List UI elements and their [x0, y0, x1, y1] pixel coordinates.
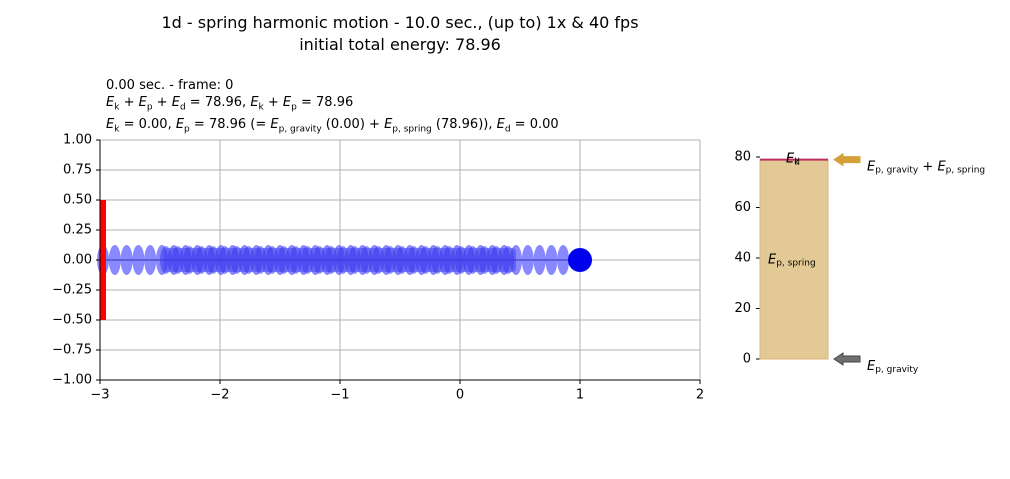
spring-rest-coil [171, 246, 184, 274]
time-frame-label: 0.00 sec. - frame: 0 [106, 78, 234, 93]
spring-rest-coil [313, 246, 326, 274]
spring-rest-coil [254, 246, 267, 274]
spring-rest-coil [219, 246, 231, 274]
spring-rest-coil [478, 246, 491, 274]
spring-rest-coil [266, 246, 279, 274]
y-tick-label: 0.75 [63, 163, 92, 178]
ep-value: 78.96 [208, 117, 247, 132]
spring-rest-body [164, 248, 516, 272]
ek-value: 0.00 [138, 117, 168, 132]
energy-y-tick-label: 80 [734, 150, 751, 165]
spring-rest-coil [325, 246, 338, 274]
ep-gravity-value: 0.00 [330, 117, 360, 132]
spring-rest-coil [372, 246, 385, 274]
energy-bar-spring [759, 159, 829, 360]
x-tick-label: 1 [576, 388, 584, 403]
spring-rest-coil [455, 246, 467, 274]
spring-rest-coil [490, 246, 503, 274]
energy-y-tick-label: 60 [734, 200, 751, 215]
energy-sum-line: Ek + Ep + Ed = 78.96, Ek + Ep = 78.96 [106, 95, 354, 113]
spring-rest-coil [348, 246, 361, 274]
wall [100, 200, 106, 320]
x-tick-label: −1 [330, 388, 349, 403]
spring-rest-coil [466, 246, 479, 274]
arrow-gravity-energy [833, 352, 861, 366]
chart-title-line2: initial total energy: 78.96 [299, 35, 501, 54]
spring-rest-coil [431, 246, 444, 274]
y-tick-label: 0.25 [63, 223, 92, 238]
y-tick-label: −0.75 [52, 343, 92, 358]
x-tick-label: 0 [456, 388, 464, 403]
y-tick-label: 1.00 [63, 133, 92, 148]
label-ep-spring: Ep, spring [768, 252, 816, 268]
y-tick-label: −0.25 [52, 283, 92, 298]
spring-rest-coil [289, 246, 302, 274]
y-tick-label: −0.50 [52, 313, 92, 328]
energy-y-tick-label: 0 [743, 352, 751, 367]
spring-rest-coil [337, 246, 349, 274]
spring-rest-coil [443, 246, 456, 274]
label-ed: Ed [786, 151, 800, 167]
label-top-arrow: Ep, gravity + Ep, spring [867, 159, 985, 175]
mass [568, 248, 592, 272]
spring-rest-coil [195, 246, 208, 274]
spring-rest-coil [230, 246, 243, 274]
spring-rest-coil [360, 246, 373, 274]
spring-rest-coil [301, 246, 314, 274]
x-tick-label: −2 [210, 388, 229, 403]
spring-inner [160, 246, 515, 274]
arrow-total-energy [833, 152, 861, 167]
energy-y-tick-label: 20 [734, 301, 751, 316]
spring-rest-coil [278, 246, 290, 274]
y-tick-label: 0.50 [63, 193, 92, 208]
spring-rest-coil [242, 246, 255, 274]
energy-sum-kp: 78.96 [316, 95, 354, 110]
spring-rest-coil [160, 246, 172, 274]
label-ek: Ek [786, 151, 800, 167]
spring-rest-coil [396, 246, 408, 274]
x-tick-label: −3 [90, 388, 109, 403]
spring-rest-coil [207, 246, 220, 274]
spring-rest-coil [384, 246, 397, 274]
x-tick-label: 2 [696, 388, 704, 403]
y-tick-label: −1.00 [52, 373, 92, 388]
energy-sum-all: 78.96 [204, 95, 243, 110]
spring-rest-coil [407, 246, 420, 274]
spring-rest-coil [502, 246, 515, 274]
energy-breakdown-line: Ek = 0.00, Ep = 78.96 (= Ep, gravity (0.… [106, 117, 559, 135]
energy-y-tick-label: 40 [734, 251, 751, 266]
label-bottom-arrow: Ep, gravity [867, 359, 919, 375]
y-tick-label: 0.00 [63, 253, 92, 268]
chart-title-line1: 1d - spring harmonic motion - 10.0 sec.,… [161, 13, 639, 32]
ep-spring-value: 78.96 [440, 117, 479, 132]
spring-rest-coil [183, 246, 196, 274]
spring-rest-coil [419, 246, 432, 274]
ed-value: 0.00 [529, 117, 559, 132]
